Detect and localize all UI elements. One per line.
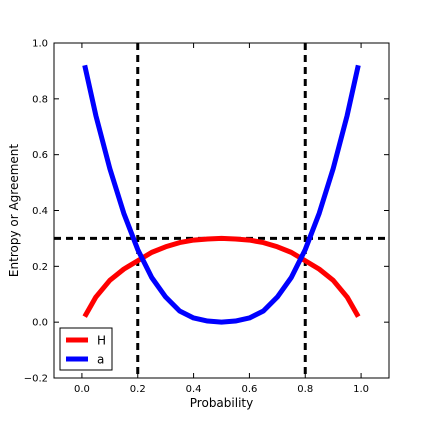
y-tick-label: 0.6 xyxy=(32,150,48,161)
x-tick-label: 0.6 xyxy=(241,384,257,395)
x-tick-label: 0.0 xyxy=(74,384,90,395)
x-tick-label: 1.0 xyxy=(353,384,369,395)
axis-ticks: 0.0 0.2 0.4 0.6 0.8 1.0 −0.2 0.0 0.2 0.4 0.6 0.8 1.0 xyxy=(24,39,389,395)
x-tick-label: 0.4 xyxy=(186,384,202,395)
legend-box xyxy=(59,327,113,371)
y-tick-label: 0.8 xyxy=(32,94,48,105)
x-tick-label: 0.2 xyxy=(130,384,146,395)
legend-label-a: a xyxy=(97,353,104,367)
x-axis-label: Probability xyxy=(190,396,253,410)
y-tick-label: 0.4 xyxy=(32,206,48,217)
series-line-H xyxy=(82,235,361,318)
reference-lines xyxy=(54,43,389,378)
y-tick-label: 0.0 xyxy=(32,318,48,329)
plot-area xyxy=(54,43,389,378)
y-axis-label: Entropy or Agreement xyxy=(7,144,21,277)
y-tick-label: 0.2 xyxy=(32,262,48,273)
y-tick-label: −0.2 xyxy=(24,374,48,385)
legend: Ha xyxy=(59,327,113,371)
x-tick-label: 0.8 xyxy=(297,384,313,395)
series-layer xyxy=(82,64,361,325)
series-line-a xyxy=(82,64,361,325)
y-tick-label: 1.0 xyxy=(32,39,48,50)
legend-label-H: H xyxy=(97,334,106,348)
